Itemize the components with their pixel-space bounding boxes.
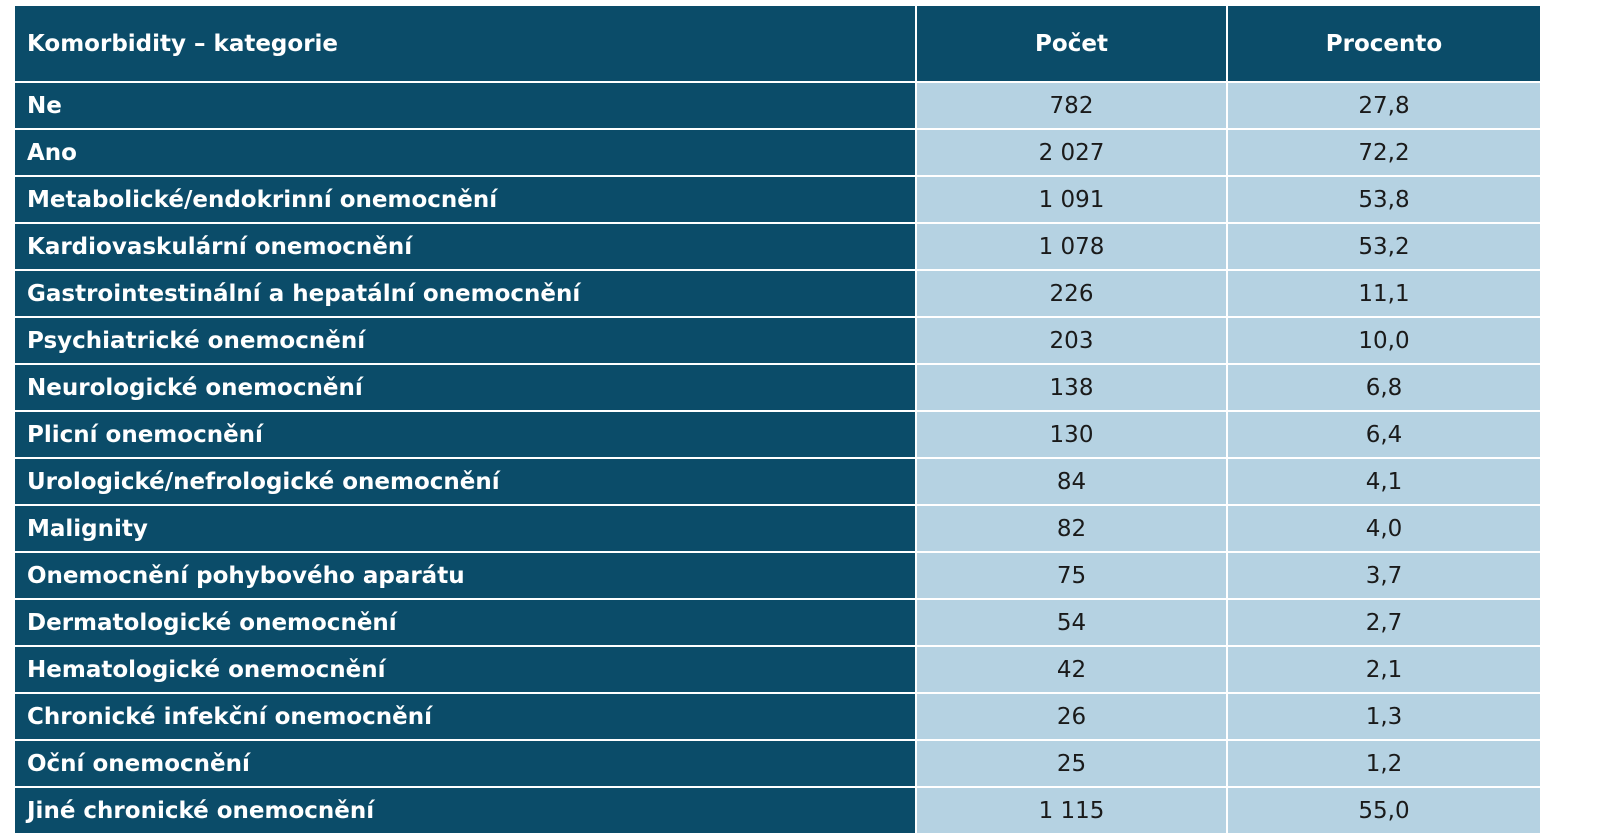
table-header: Komorbidity – kategorie Počet Procento xyxy=(15,6,1540,83)
row-count: 203 xyxy=(916,317,1228,365)
row-count: 782 xyxy=(916,82,1228,130)
table-row: Ano 2 027 72,2 xyxy=(15,129,1540,177)
row-percent: 2,7 xyxy=(1227,599,1540,647)
row-label: Ne xyxy=(15,82,917,130)
row-count: 84 xyxy=(916,458,1228,506)
table-row: Neurologické onemocnění 138 6,8 xyxy=(15,364,1540,412)
table-row: Ne 782 27,8 xyxy=(15,82,1540,130)
table-row: Plicní onemocnění 130 6,4 xyxy=(15,411,1540,459)
row-percent: 6,4 xyxy=(1227,411,1540,459)
row-label: Onemocnění pohybového aparátu xyxy=(15,552,917,600)
table-row: Urologické/nefrologické onemocnění 84 4,1 xyxy=(15,458,1540,506)
table-row: Hematologické onemocnění 42 2,1 xyxy=(15,646,1540,694)
table-row: Metabolické/endokrinní onemocnění 1 091 53… xyxy=(15,176,1540,224)
row-label: Gastrointestinální a hepatální onemocněn… xyxy=(15,270,917,318)
row-percent: 55,0 xyxy=(1227,787,1540,835)
row-percent: 53,8 xyxy=(1227,176,1540,224)
row-percent: 11,1 xyxy=(1227,270,1540,318)
comorbidity-table: Komorbidity – kategorie Počet Procento N… xyxy=(15,6,1540,835)
row-label: Malignity xyxy=(15,505,917,553)
row-percent: 4,0 xyxy=(1227,505,1540,553)
table-row: Chronické infekční onemocnění 26 1,3 xyxy=(15,693,1540,741)
row-percent: 10,0 xyxy=(1227,317,1540,365)
table-row: Malignity 82 4,0 xyxy=(15,505,1540,553)
row-percent: 6,8 xyxy=(1227,364,1540,412)
row-count: 75 xyxy=(916,552,1228,600)
column-header-category: Komorbidity – kategorie xyxy=(15,6,917,83)
table-row: Psychiatrické onemocnění 203 10,0 xyxy=(15,317,1540,365)
row-label: Dermatologické onemocnění xyxy=(15,599,917,647)
row-percent: 72,2 xyxy=(1227,129,1540,177)
column-header-count: Počet xyxy=(916,6,1228,83)
row-label: Kardiovaskulární onemocnění xyxy=(15,223,917,271)
row-count: 26 xyxy=(916,693,1228,741)
row-count: 130 xyxy=(916,411,1228,459)
row-count: 82 xyxy=(916,505,1228,553)
table-row: Jiné chronické onemocnění 1 115 55,0 xyxy=(15,787,1540,835)
row-count: 42 xyxy=(916,646,1228,694)
row-count: 138 xyxy=(916,364,1228,412)
row-count: 54 xyxy=(916,599,1228,647)
comorbidity-table-container: Komorbidity – kategorie Počet Procento N… xyxy=(15,6,1540,835)
row-label: Jiné chronické onemocnění xyxy=(15,787,917,835)
row-label: Neurologické onemocnění xyxy=(15,364,917,412)
row-percent: 4,1 xyxy=(1227,458,1540,506)
row-label: Oční onemocnění xyxy=(15,740,917,788)
row-label: Urologické/nefrologické onemocnění xyxy=(15,458,917,506)
column-header-percent: Procento xyxy=(1227,6,1540,83)
row-label: Plicní onemocnění xyxy=(15,411,917,459)
table-row: Oční onemocnění 25 1,2 xyxy=(15,740,1540,788)
row-count: 2 027 xyxy=(916,129,1228,177)
row-count: 25 xyxy=(916,740,1228,788)
row-percent: 2,1 xyxy=(1227,646,1540,694)
row-percent: 27,8 xyxy=(1227,82,1540,130)
row-label: Hematologické onemocnění xyxy=(15,646,917,694)
table-row: Kardiovaskulární onemocnění 1 078 53,2 xyxy=(15,223,1540,271)
header-row: Komorbidity – kategorie Počet Procento xyxy=(15,6,1540,83)
table-row: Onemocnění pohybového aparátu 75 3,7 xyxy=(15,552,1540,600)
row-count: 1 115 xyxy=(916,787,1228,835)
row-percent: 53,2 xyxy=(1227,223,1540,271)
table-row: Dermatologické onemocnění 54 2,7 xyxy=(15,599,1540,647)
table-body: Ne 782 27,8 Ano 2 027 72,2 Metabolické/endokri… xyxy=(15,82,1540,835)
row-count: 1 091 xyxy=(916,176,1228,224)
row-percent: 1,2 xyxy=(1227,740,1540,788)
row-label: Metabolické/endokrinní onemocnění xyxy=(15,176,917,224)
row-label: Psychiatrické onemocnění xyxy=(15,317,917,365)
row-label: Ano xyxy=(15,129,917,177)
row-count: 226 xyxy=(916,270,1228,318)
row-percent: 1,3 xyxy=(1227,693,1540,741)
row-label: Chronické infekční onemocnění xyxy=(15,693,917,741)
row-count: 1 078 xyxy=(916,223,1228,271)
row-percent: 3,7 xyxy=(1227,552,1540,600)
table-row: Gastrointestinální a hepatální onemocněn… xyxy=(15,270,1540,318)
